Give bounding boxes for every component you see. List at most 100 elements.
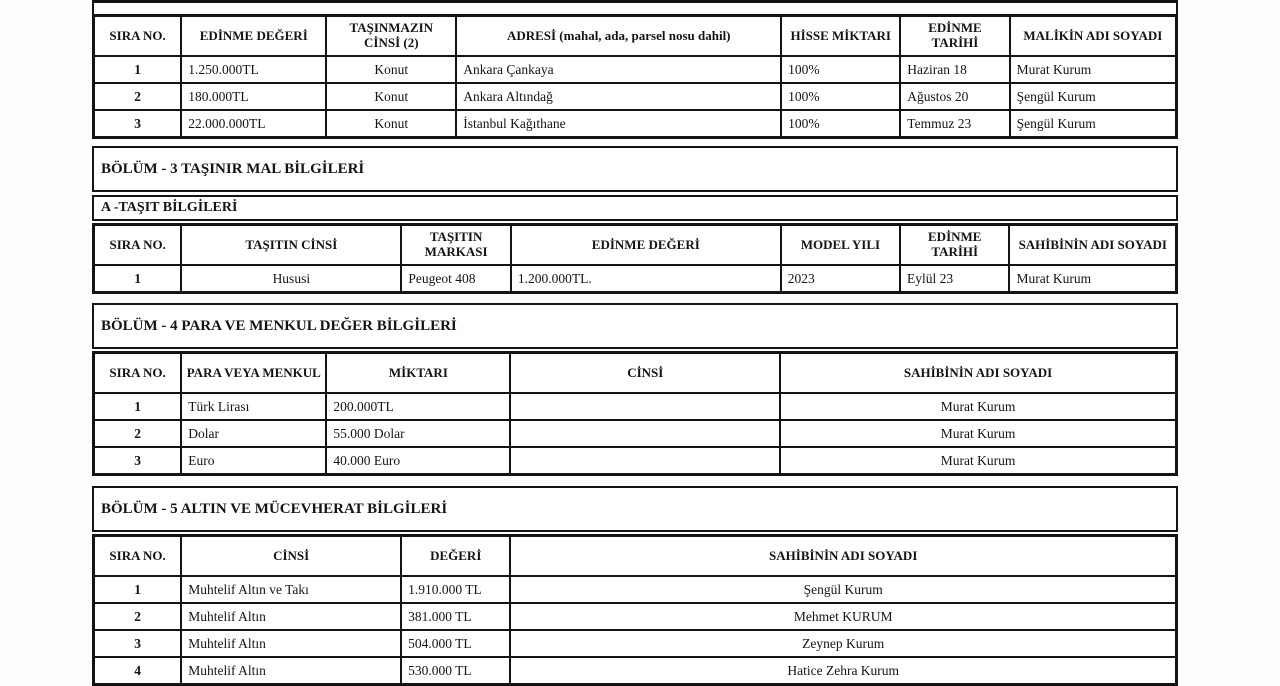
column-header: CİNSİ xyxy=(180,534,403,577)
table-row: 2 Muhtelif Altın 381.000 TL Mehmet KURUM xyxy=(92,602,1178,631)
table-cell: Murat Kurum xyxy=(1008,55,1178,84)
column-header: EDİNME DEĞERİ xyxy=(509,223,782,266)
table-cell: Muhtelif Altın xyxy=(180,629,403,658)
table-cell: 200.000TL xyxy=(325,392,512,421)
table-cell xyxy=(509,446,782,476)
table-cell: Eylül 23 xyxy=(898,264,1011,294)
row-number-cell: 3 xyxy=(92,446,183,476)
table-cell xyxy=(509,419,782,448)
column-header: PARA VEYA MENKUL xyxy=(180,351,328,394)
row-number-cell: 3 xyxy=(92,629,183,658)
column-header: TAŞINMAZIN CİNSİ (2) xyxy=(325,14,458,57)
table-row: 1 Hususi Peugeot 408 1.200.000TL. 2023 Eylül … xyxy=(92,264,1178,294)
table-cell: 22.000.000TL xyxy=(180,109,328,139)
column-header: ADRESİ (mahal, ada, parsel nosu dahil) xyxy=(455,14,783,57)
row-number-cell: 1 xyxy=(92,55,183,84)
column-header: SIRA NO. xyxy=(92,223,183,266)
table-cell: Şengül Kurum xyxy=(1008,109,1178,139)
table-row: 2 180.000TL Konut Ankara Altındağ 100% Ağusto… xyxy=(92,82,1178,111)
table-row: 4 Muhtelif Altın 530.000 TL Hatice Zehra Ku… xyxy=(92,656,1178,686)
table-cell: Hususi xyxy=(180,264,403,294)
table-row: 1 Muhtelif Altın ve Takı 1.910.000 TL Şengü… xyxy=(92,575,1178,604)
table-cell: İstanbul Kağıthane xyxy=(455,109,783,139)
table-cell: 504.000 TL xyxy=(400,629,512,658)
header-row: SIRA NO. PARA VEYA MENKUL MİKTARI CİNSİ SAHİ… xyxy=(92,351,1178,394)
table-row: 3 Euro 40.000 Euro Murat Kurum xyxy=(92,446,1178,476)
section-bolum3-header: BÖLÜM - 3 TAŞINIR MAL BİLGİLERİ xyxy=(92,146,1178,192)
spacer xyxy=(92,294,1178,303)
table-cell: 100% xyxy=(780,55,902,84)
cut-off-row-top xyxy=(92,0,1178,14)
row-number-cell: 2 xyxy=(92,602,183,631)
table-cell: Haziran 18 xyxy=(899,55,1011,84)
table-cell: Temmuz 23 xyxy=(899,109,1011,139)
table-cell: Türk Lirası xyxy=(180,392,328,421)
table-cell: Murat Kurum xyxy=(779,446,1178,476)
row-number-cell: 2 xyxy=(92,419,183,448)
header-row: SIRA NO. EDİNME DEĞERİ TAŞINMAZIN CİNSİ (2… xyxy=(92,14,1178,57)
column-header: SAHİBİNİN ADI SOYADI xyxy=(509,534,1178,577)
row-number-cell: 1 xyxy=(92,264,183,294)
spacer xyxy=(92,139,1178,146)
section-bolum5-header: BÖLÜM - 5 ALTIN VE MÜCEVHERAT BİLGİLERİ xyxy=(92,486,1178,532)
table-cell: Murat Kurum xyxy=(779,419,1178,448)
table-cell: Ağustos 20 xyxy=(899,82,1011,111)
section-bolum5-title: BÖLÜM - 5 ALTIN VE MÜCEVHERAT BİLGİLERİ xyxy=(101,500,448,517)
immovable-property-table: SIRA NO. EDİNME DEĞERİ TAŞINMAZIN CİNSİ (2… xyxy=(92,14,1178,139)
table-row: 2 Dolar 55.000 Dolar Murat Kurum xyxy=(92,419,1178,448)
table-cell: 381.000 TL xyxy=(400,602,512,631)
column-header: SAHİBİNİN ADI SOYADI xyxy=(1008,223,1178,266)
table-cell: Şengül Kurum xyxy=(1008,82,1178,111)
section-bolum4-title: BÖLÜM - 4 PARA VE MENKUL DEĞER BİLGİLERİ xyxy=(101,317,457,334)
table-cell: Muhtelif Altın xyxy=(180,656,403,686)
section-bolum4-header: BÖLÜM - 4 PARA VE MENKUL DEĞER BİLGİLERİ xyxy=(92,303,1178,349)
table-cell xyxy=(509,392,782,421)
table-cell: 1.250.000TL xyxy=(180,55,328,84)
column-header: CİNSİ xyxy=(509,351,782,394)
money-and-securities-table: SIRA NO. PARA VEYA MENKUL MİKTARI CİNSİ SAHİ… xyxy=(92,351,1178,476)
table-cell: 100% xyxy=(780,82,902,111)
table-cell: 1.910.000 TL xyxy=(400,575,512,604)
table-cell: 55.000 Dolar xyxy=(325,419,512,448)
row-number-cell: 1 xyxy=(92,392,183,421)
table-cell: Hatice Zehra Kurum xyxy=(509,656,1178,686)
asset-declaration-document: SIRA NO. EDİNME DEĞERİ TAŞINMAZIN CİNSİ (2… xyxy=(92,0,1178,686)
column-header: DEĞERİ xyxy=(400,534,512,577)
table-cell: 2023 xyxy=(779,264,902,294)
table-cell: Euro xyxy=(180,446,328,476)
table-cell: 530.000 TL xyxy=(400,656,512,686)
table-row: 3 22.000.000TL Konut İstanbul Kağıthane 100%… xyxy=(92,109,1178,139)
table-cell: Murat Kurum xyxy=(779,392,1178,421)
column-header: TAŞITIN CİNSİ xyxy=(180,223,403,266)
table-cell: 1.200.000TL. xyxy=(509,264,782,294)
column-header: SIRA NO. xyxy=(92,351,183,394)
table-cell: Konut xyxy=(325,109,458,139)
section-tasit-subheader: A -TAŞIT BİLGİLERİ xyxy=(92,195,1178,221)
table-cell: Konut xyxy=(325,55,458,84)
column-header: SAHİBİNİN ADI SOYADI xyxy=(779,351,1178,394)
vehicle-table: SIRA NO. TAŞITIN CİNSİ TAŞITIN MARKASI EDİN… xyxy=(92,223,1178,294)
header-row: SIRA NO. CİNSİ DEĞERİ SAHİBİNİN ADI SOYADI xyxy=(92,534,1178,577)
column-header: TAŞITIN MARKASI xyxy=(400,223,512,266)
column-header: MİKTARI xyxy=(325,351,512,394)
table-row: 3 Muhtelif Altın 504.000 TL Zeynep Kurum xyxy=(92,629,1178,658)
table-cell: Murat Kurum xyxy=(1008,264,1178,294)
table-cell: Zeynep Kurum xyxy=(509,629,1178,658)
column-header: EDİNME TARİHİ xyxy=(898,223,1011,266)
table-cell: 100% xyxy=(780,109,902,139)
table-cell: Konut xyxy=(325,82,458,111)
row-number-cell: 3 xyxy=(92,109,183,139)
spacer xyxy=(92,476,1178,486)
table-cell: 40.000 Euro xyxy=(325,446,512,476)
gold-and-jewelry-table: SIRA NO. CİNSİ DEĞERİ SAHİBİNİN ADI SOYADI 1… xyxy=(92,534,1178,686)
table-cell: Şengül Kurum xyxy=(509,575,1178,604)
table-cell: Muhtelif Altın xyxy=(180,602,403,631)
table-cell: 180.000TL xyxy=(180,82,328,111)
table-row: 1 1.250.000TL Konut Ankara Çankaya 100% Hazir… xyxy=(92,55,1178,84)
column-header: SIRA NO. xyxy=(92,14,183,57)
row-number-cell: 4 xyxy=(92,656,183,686)
table-cell: Muhtelif Altın ve Takı xyxy=(180,575,403,604)
table-cell: Mehmet KURUM xyxy=(509,602,1178,631)
section-tasit-title: A -TAŞIT BİLGİLERİ xyxy=(101,200,238,215)
column-header: EDİNME TARİHİ xyxy=(899,14,1011,57)
